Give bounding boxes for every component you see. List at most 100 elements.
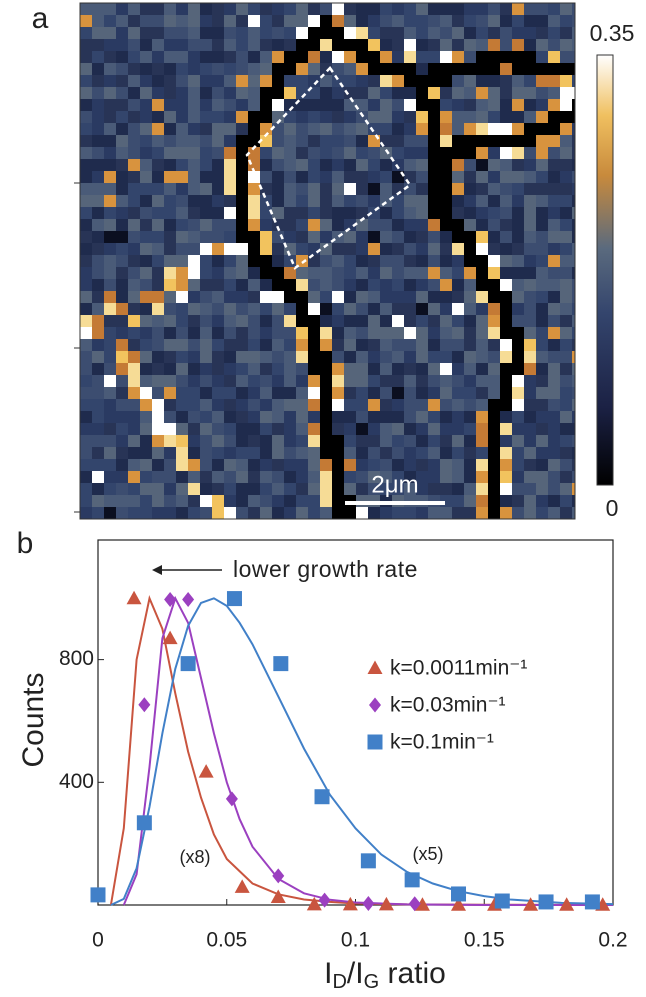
map-pixel: [224, 363, 236, 375]
map-pixel: [548, 327, 560, 339]
map-pixel: [128, 507, 140, 519]
map-pixel: [260, 507, 272, 519]
map-pixel: [440, 327, 452, 339]
map-pixel: [428, 87, 440, 99]
map-pixel: [380, 435, 392, 447]
map-pixel: [572, 27, 575, 39]
map-pixel: [356, 327, 368, 339]
map-pixel: [332, 363, 344, 375]
map-pixel: [152, 279, 164, 291]
map-pixel: [380, 291, 392, 303]
map-pixel: [320, 111, 332, 123]
map-pixel: [152, 351, 164, 363]
map-pixel: [140, 27, 152, 39]
map-pixel: [248, 327, 260, 339]
map-pixel: [356, 471, 368, 483]
map-pixel: [404, 279, 416, 291]
map-pixel: [404, 243, 416, 255]
map-pixel: [140, 303, 152, 315]
map-pixel: [164, 171, 176, 183]
map-pixel: [344, 363, 356, 375]
map-pixel: [500, 399, 512, 411]
map-pixel: [356, 483, 368, 495]
map-pixel: [296, 195, 308, 207]
map-pixel: [476, 123, 488, 135]
map-pixel: [152, 15, 164, 27]
map-pixel: [284, 171, 296, 183]
map-pixel: [92, 75, 104, 87]
map-pixel: [92, 159, 104, 171]
map-pixel: [176, 63, 188, 75]
map-pixel: [548, 183, 560, 195]
map-pixel: [224, 27, 236, 39]
map-pixel: [404, 219, 416, 231]
map-pixel: [536, 39, 548, 51]
map-pixel: [116, 99, 128, 111]
map-pixel: [500, 135, 512, 147]
map-pixel: [356, 267, 368, 279]
map-pixel: [392, 423, 404, 435]
map-pixel: [308, 123, 320, 135]
map-pixel: [512, 135, 524, 147]
map-pixel: [500, 387, 512, 399]
y-tick-label: 400: [59, 770, 94, 793]
map-pixel: [380, 27, 392, 39]
map-pixel: [332, 195, 344, 207]
map-pixel: [368, 411, 380, 423]
map-pixel: [248, 387, 260, 399]
map-pixel: [356, 411, 368, 423]
map-pixel: [536, 231, 548, 243]
map-pixel: [344, 291, 356, 303]
map-pixel: [416, 63, 428, 75]
map-pixel: [332, 123, 344, 135]
map-pixel: [128, 495, 140, 507]
map-pixel: [344, 435, 356, 447]
map-pixel: [368, 423, 380, 435]
map-pixel: [476, 51, 488, 63]
map-pixel: [200, 99, 212, 111]
map-pixel: [548, 63, 560, 75]
map-pixel: [176, 423, 188, 435]
map-pixel: [572, 111, 575, 123]
map-pixel: [488, 507, 500, 519]
map-pixel: [188, 171, 200, 183]
map-pixel: [164, 159, 176, 171]
map-pixel: [368, 111, 380, 123]
map-pixel: [284, 315, 296, 327]
map-pixel: [308, 75, 320, 87]
map-pixel: [560, 339, 572, 351]
map-pixel: [500, 327, 512, 339]
map-pixel: [248, 27, 260, 39]
map-pixel: [356, 123, 368, 135]
map-pixel: [560, 219, 572, 231]
map-pixel: [116, 75, 128, 87]
map-pixel: [332, 3, 344, 15]
map-pixel: [464, 351, 476, 363]
map-pixel: [356, 387, 368, 399]
map-pixel: [236, 27, 248, 39]
map-pixel: [200, 183, 212, 195]
map-pixel: [128, 315, 140, 327]
map-pixel: [560, 327, 572, 339]
map-pixel: [80, 351, 92, 363]
map-pixel: [332, 327, 344, 339]
map-pixel: [200, 147, 212, 159]
map-pixel: [548, 111, 560, 123]
map-pixel: [428, 243, 440, 255]
map-pixel: [536, 291, 548, 303]
map-pixel: [80, 3, 92, 15]
map-pixel: [464, 171, 476, 183]
map-pixel: [212, 483, 224, 495]
map-pixel: [152, 75, 164, 87]
map-pixel: [488, 15, 500, 27]
map-pixel: [116, 459, 128, 471]
map-pixel: [560, 351, 572, 363]
map-pixel: [428, 75, 440, 87]
map-pixel: [512, 243, 524, 255]
map-pixel: [116, 315, 128, 327]
map-pixel: [404, 39, 416, 51]
map-pixel: [476, 243, 488, 255]
map-pixel: [476, 363, 488, 375]
map-pixel: [260, 291, 272, 303]
map-pixel: [212, 315, 224, 327]
